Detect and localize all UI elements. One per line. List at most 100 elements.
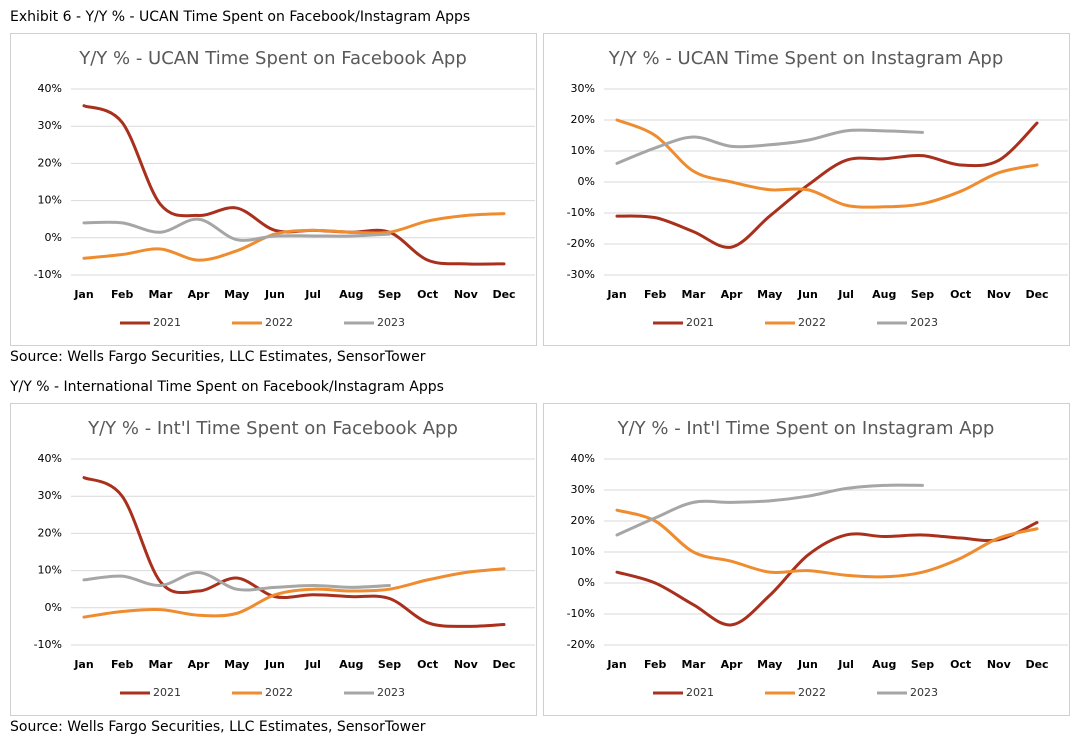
x-tick-label: Feb bbox=[111, 658, 134, 671]
x-tick-label: May bbox=[224, 288, 249, 301]
y-tick-label: 20% bbox=[571, 113, 595, 126]
y-tick-label: 0% bbox=[45, 231, 62, 244]
y-tick-label: 10% bbox=[571, 144, 595, 157]
x-tick-label: Dec bbox=[1025, 658, 1048, 671]
legend-label: 2023 bbox=[910, 316, 938, 329]
legend-label: 2021 bbox=[686, 686, 714, 699]
y-tick-label: 40% bbox=[38, 82, 62, 95]
series-line bbox=[615, 521, 1039, 627]
x-tick-label: Jan bbox=[73, 288, 93, 301]
heading: Y/Y % - International Time Spent on Face… bbox=[10, 379, 444, 395]
y-tick-label: 0% bbox=[578, 576, 595, 589]
legend-label: 2022 bbox=[265, 686, 293, 699]
x-tick-label: Jun bbox=[264, 288, 285, 301]
x-tick-label: Dec bbox=[492, 658, 515, 671]
series-line bbox=[82, 212, 506, 262]
y-tick-label: 10% bbox=[38, 194, 62, 207]
series-line bbox=[615, 121, 1039, 249]
x-tick-label: Feb bbox=[644, 658, 667, 671]
x-tick-label: May bbox=[757, 288, 782, 301]
y-tick-label: -10% bbox=[34, 268, 62, 281]
x-tick-label: Sep bbox=[911, 658, 934, 671]
y-tick-label: 20% bbox=[571, 514, 595, 527]
y-tick-label: 30% bbox=[38, 489, 62, 502]
panel bbox=[10, 403, 537, 716]
x-tick-label: Sep bbox=[911, 288, 934, 301]
x-tick-label: Aug bbox=[339, 658, 363, 671]
x-tick-label: Oct bbox=[950, 288, 971, 301]
y-tick-label: 20% bbox=[38, 526, 62, 539]
y-tick-label: 10% bbox=[38, 564, 62, 577]
x-tick-label: Oct bbox=[417, 658, 438, 671]
x-tick-label: Jan bbox=[606, 288, 626, 301]
chart-title: Y/Y % - Int'l Time Spent on Instagram Ap… bbox=[617, 418, 995, 439]
x-tick-label: Feb bbox=[644, 288, 667, 301]
x-tick-label: Mar bbox=[681, 288, 705, 301]
x-tick-label: Apr bbox=[721, 658, 743, 671]
heading: Exhibit 6 - Y/Y % - UCAN Time Spent on F… bbox=[10, 9, 471, 25]
series-line bbox=[82, 567, 506, 619]
legend-label: 2023 bbox=[910, 686, 938, 699]
y-tick-label: 40% bbox=[38, 452, 62, 465]
series-line bbox=[615, 128, 924, 165]
source: Source: Wells Fargo Securities, LLC Esti… bbox=[10, 719, 426, 735]
chart-title: Y/Y % - UCAN Time Spent on Instagram App bbox=[608, 48, 1004, 69]
x-tick-label: Nov bbox=[454, 658, 479, 671]
x-tick-label: May bbox=[224, 658, 249, 671]
y-tick-label: 0% bbox=[45, 601, 62, 614]
x-tick-label: Sep bbox=[378, 288, 401, 301]
x-tick-label: Dec bbox=[492, 288, 515, 301]
legend-label: 2022 bbox=[265, 316, 293, 329]
y-tick-label: -30% bbox=[567, 268, 595, 281]
panel bbox=[543, 403, 1070, 716]
x-tick-label: May bbox=[757, 658, 782, 671]
x-tick-label: Oct bbox=[417, 288, 438, 301]
y-tick-label: 20% bbox=[38, 156, 62, 169]
chart-title: Y/Y % - UCAN Time Spent on Facebook App bbox=[78, 48, 467, 69]
x-tick-label: Mar bbox=[148, 288, 172, 301]
x-tick-label: Apr bbox=[721, 288, 743, 301]
x-tick-label: Mar bbox=[148, 658, 172, 671]
y-tick-label: -10% bbox=[34, 638, 62, 651]
x-tick-label: Aug bbox=[872, 658, 896, 671]
legend-label: 2023 bbox=[377, 316, 405, 329]
y-tick-label: -10% bbox=[567, 206, 595, 219]
y-tick-label: 30% bbox=[38, 119, 62, 132]
x-tick-label: Mar bbox=[681, 658, 705, 671]
y-tick-label: 10% bbox=[571, 545, 595, 558]
y-tick-label: -10% bbox=[567, 607, 595, 620]
chart-title: Y/Y % - Int'l Time Spent on Facebook App bbox=[87, 418, 458, 439]
series-line bbox=[615, 508, 1039, 579]
x-tick-label: Apr bbox=[188, 658, 210, 671]
x-tick-label: Jan bbox=[73, 658, 93, 671]
y-tick-label: -20% bbox=[567, 638, 595, 651]
legend-label: 2021 bbox=[686, 316, 714, 329]
x-tick-label: Dec bbox=[1025, 288, 1048, 301]
series-line bbox=[615, 483, 924, 537]
x-tick-label: Apr bbox=[188, 288, 210, 301]
series-line bbox=[82, 217, 391, 242]
x-tick-label: Aug bbox=[339, 288, 363, 301]
x-tick-label: Jul bbox=[304, 288, 321, 301]
x-tick-label: Nov bbox=[454, 288, 479, 301]
x-tick-label: Jul bbox=[304, 658, 321, 671]
y-tick-label: 30% bbox=[571, 82, 595, 95]
x-tick-label: Aug bbox=[872, 288, 896, 301]
x-tick-label: Jan bbox=[606, 658, 626, 671]
x-tick-label: Nov bbox=[987, 288, 1012, 301]
x-tick-label: Feb bbox=[111, 288, 134, 301]
x-tick-label: Jul bbox=[837, 658, 854, 671]
x-tick-label: Nov bbox=[987, 658, 1012, 671]
panel bbox=[10, 33, 537, 346]
y-tick-label: 30% bbox=[571, 483, 595, 496]
series-line bbox=[615, 118, 1039, 209]
x-tick-label: Jun bbox=[797, 658, 818, 671]
legend-label: 2023 bbox=[377, 686, 405, 699]
source: Source: Wells Fargo Securities, LLC Esti… bbox=[10, 349, 426, 365]
x-tick-label: Sep bbox=[378, 658, 401, 671]
x-tick-label: Jun bbox=[264, 658, 285, 671]
legend-label: 2021 bbox=[153, 686, 181, 699]
series-line bbox=[82, 570, 391, 592]
